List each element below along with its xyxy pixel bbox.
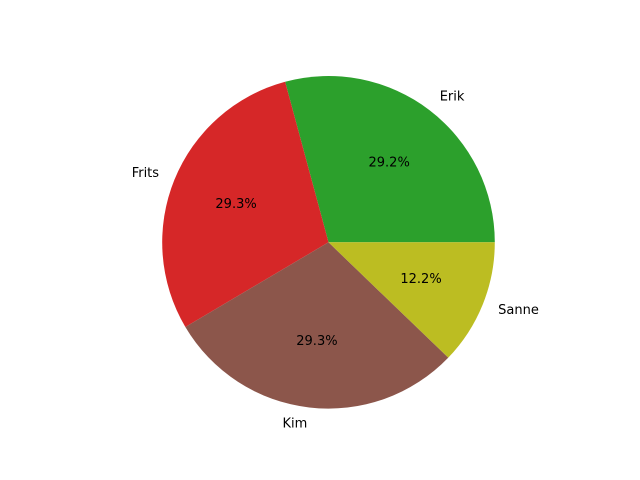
pie-slices bbox=[162, 76, 495, 409]
pie-slice-erik bbox=[285, 76, 495, 243]
percent-label-erik: 29.2% bbox=[369, 156, 410, 171]
pie-slice-sanne bbox=[328, 242, 495, 358]
pie-slice-frits bbox=[162, 81, 329, 327]
percent-label-sanne: 12.2% bbox=[400, 272, 441, 287]
percent-label-kim: 29.3% bbox=[296, 334, 337, 349]
category-label-erik: Erik bbox=[440, 90, 465, 105]
percent-label-frits: 29.3% bbox=[215, 197, 256, 212]
category-label-kim: Kim bbox=[282, 416, 307, 431]
pie-labels: Erik 29.2% Frits 29.3% Kim 29.3% Sanne 12.2% bbox=[132, 90, 539, 432]
category-label-frits: Frits bbox=[132, 166, 160, 181]
category-label-sanne: Sanne bbox=[498, 303, 539, 318]
pie-slice-kim bbox=[185, 242, 449, 409]
